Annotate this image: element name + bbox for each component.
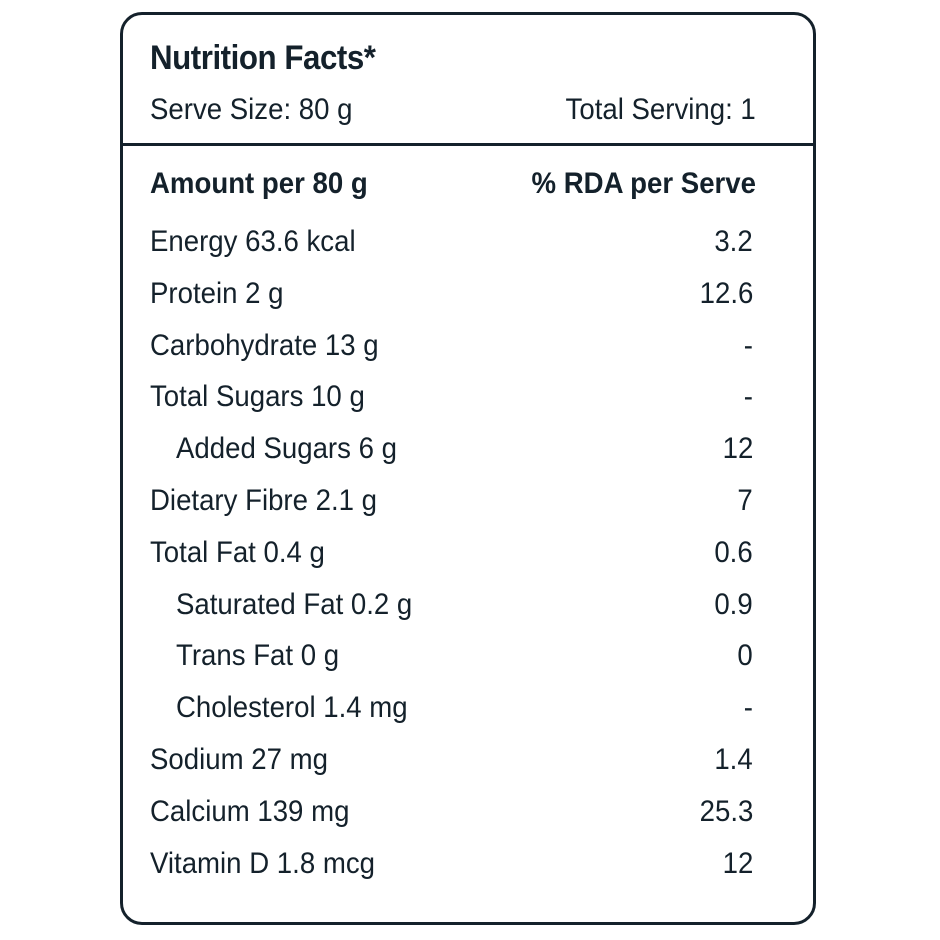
nutrient-list: Energy 63.6 kcal 3.2 Protein 2 g 12.6 Ca… xyxy=(123,221,813,894)
nutrient-row-calcium: Calcium 139 mg 25.3 xyxy=(123,791,813,843)
nutrient-row-total-sugars: Total Sugars 10 g - xyxy=(123,376,813,428)
nutrient-rda: 0.6 xyxy=(714,535,753,569)
nutrient-row-cholesterol: Cholesterol 1.4 mg - xyxy=(123,687,813,739)
total-serving-label: Total Serving: 1 xyxy=(565,93,756,126)
nutrient-row-vitamin-d: Vitamin D 1.8 mcg 12 xyxy=(123,843,813,895)
nutrient-name: Protein 2 g xyxy=(150,276,284,310)
serve-size-label: Serve Size: 80 g xyxy=(150,93,353,126)
nutrient-name: Total Fat 0.4 g xyxy=(150,535,325,569)
nutrient-rda: 25.3 xyxy=(699,794,753,828)
amount-column-header: Amount per 80 g xyxy=(150,167,368,200)
nutrient-name: Added Sugars 6 g xyxy=(176,432,397,466)
nutrient-row-sodium: Sodium 27 mg 1.4 xyxy=(123,739,813,791)
nutrient-name: Sodium 27 mg xyxy=(150,742,328,776)
nutrient-name: Calcium 139 mg xyxy=(150,794,350,828)
nutrition-header: Nutrition Facts* Serve Size: 80 g Total … xyxy=(123,15,813,146)
nutrition-facts-panel: Nutrition Facts* Serve Size: 80 g Total … xyxy=(120,12,816,925)
nutrient-row-protein: Protein 2 g 12.6 xyxy=(123,273,813,325)
nutrient-name: Cholesterol 1.4 mg xyxy=(176,691,408,725)
nutrient-rda: - xyxy=(743,380,753,414)
nutrient-row-energy: Energy 63.6 kcal 3.2 xyxy=(123,221,813,273)
nutrient-row-total-fat: Total Fat 0.4 g 0.6 xyxy=(123,532,813,584)
nutrition-title: Nutrition Facts* xyxy=(150,39,376,77)
nutrient-row-dietary-fibre: Dietary Fibre 2.1 g 7 xyxy=(123,480,813,532)
nutrient-name: Energy 63.6 kcal xyxy=(150,225,356,258)
nutrient-rda: 3.2 xyxy=(714,225,753,258)
nutrient-rda: - xyxy=(743,328,753,362)
nutrient-row-carbohydrate: Carbohydrate 13 g - xyxy=(123,325,813,377)
nutrient-row-trans-fat: Trans Fat 0 g 0 xyxy=(123,635,813,687)
nutrient-rda: 1.4 xyxy=(714,742,753,776)
nutrient-name: Dietary Fibre 2.1 g xyxy=(150,483,378,517)
nutrient-rda: 12 xyxy=(722,432,753,466)
nutrient-rda: - xyxy=(743,691,753,725)
nutrient-name: Carbohydrate 13 g xyxy=(150,328,379,362)
nutrient-rda: 12.6 xyxy=(699,276,753,310)
nutrient-name: Vitamin D 1.8 mcg xyxy=(150,846,375,880)
nutrient-row-added-sugars: Added Sugars 6 g 12 xyxy=(123,428,813,480)
nutrient-row-saturated-fat: Saturated Fat 0.2 g 0.9 xyxy=(123,584,813,636)
nutrient-rda: 0 xyxy=(737,639,753,673)
nutrient-name: Total Sugars 10 g xyxy=(150,380,365,414)
nutrient-name: Saturated Fat 0.2 g xyxy=(176,587,413,621)
nutrient-rda: 7 xyxy=(737,483,753,517)
nutrient-rda: 12 xyxy=(722,846,753,880)
nutrient-name: Trans Fat 0 g xyxy=(176,639,340,673)
rda-column-header: % RDA per Serve xyxy=(531,167,756,200)
nutrient-rda: 0.9 xyxy=(714,587,753,621)
